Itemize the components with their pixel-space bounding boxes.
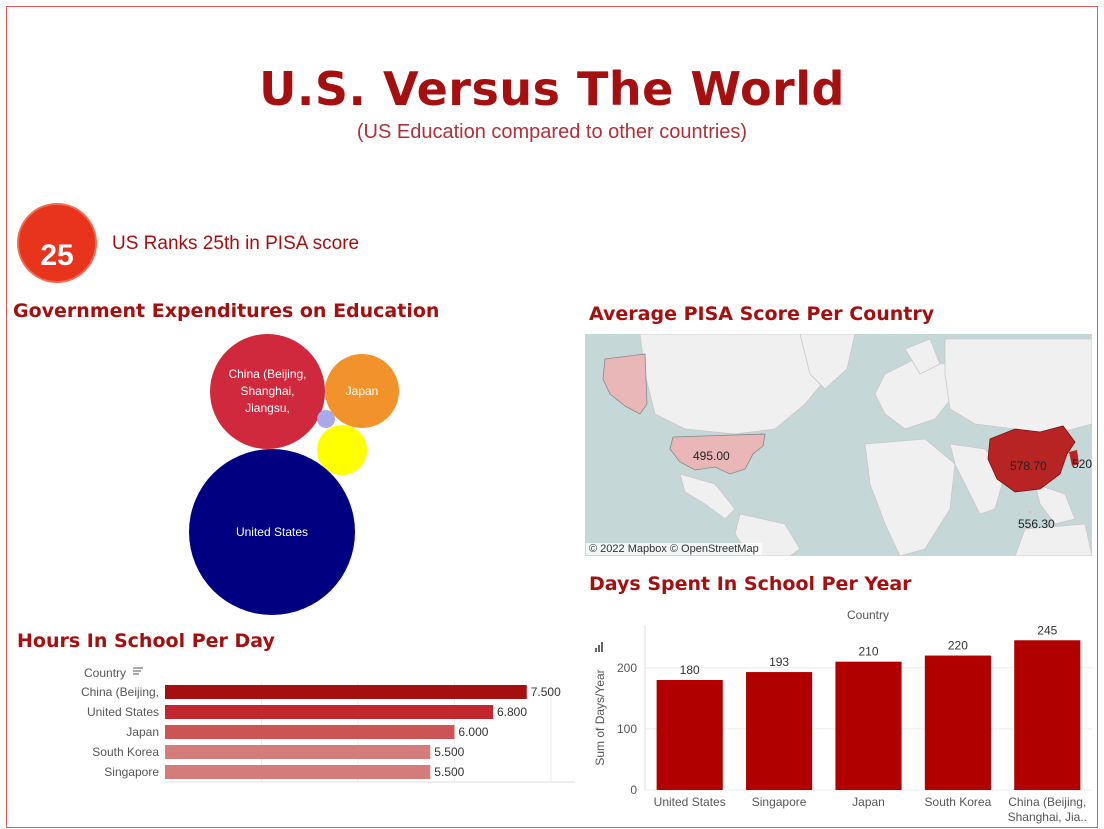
days-bar[interactable]	[1014, 640, 1081, 790]
dashboard-frame	[6, 6, 1098, 828]
hours-title: Hours In School Per Day	[17, 630, 275, 652]
days-category-label: Japan	[852, 795, 885, 809]
bubble-small-lavender[interactable]	[317, 410, 335, 428]
days-value-label: 245	[1037, 623, 1057, 637]
hours-category-label: United States	[87, 705, 159, 719]
hours-value-label: 5.500	[434, 745, 464, 759]
days-bar[interactable]	[924, 655, 991, 790]
days-bar-chart: Country 0 100 200 Sum of Days/Year 180 Unite…	[593, 608, 1092, 824]
hours-value-label: 7.500	[531, 685, 561, 699]
days-ytick-label: 200	[617, 661, 637, 675]
world-map-graphic	[602, 334, 1092, 556]
days-category-label: China (Beijing,	[1008, 795, 1086, 809]
days-bar[interactable]	[656, 680, 723, 790]
pisa-map[interactable]: 495.00 578.70 520 556.30 © 2022 Mapbox ©…	[585, 334, 1092, 556]
days-category-label-cont: Shanghai, Jia..	[1008, 810, 1087, 824]
hours-category-label: South Korea	[92, 745, 159, 759]
hours-category-label: Japan	[126, 725, 159, 739]
days-bar[interactable]	[835, 661, 902, 790]
days-value-label: 220	[948, 639, 968, 653]
days-sort-icon[interactable]	[595, 642, 603, 652]
dashboard-subtitle: (US Education compared to other countrie…	[356, 121, 748, 143]
days-value-label: 180	[680, 663, 700, 677]
bubble-japan[interactable]: Japan	[325, 354, 399, 428]
bubble-united-states[interactable]: United States	[189, 449, 355, 615]
days-category-label: Singapore	[752, 795, 807, 809]
map-attribution[interactable]: © 2022 Mapbox © OpenStreetMap	[586, 543, 762, 555]
days-ytick-label: 0	[630, 783, 637, 797]
map-label-korea: 520	[1072, 457, 1092, 471]
hours-bar[interactable]	[165, 765, 431, 779]
map-label-china: 578.70	[1010, 459, 1047, 473]
hours-value-label: 6.000	[458, 725, 488, 739]
bubble-china[interactable]: China (Beijing, Shanghai, Jiangsu,	[210, 334, 325, 449]
days-category-label: South Korea	[925, 795, 992, 809]
hours-bar[interactable]	[165, 745, 431, 759]
pisa-map-title: Average PISA Score Per Country	[589, 303, 935, 325]
days-value-label: 210	[858, 645, 878, 659]
sort-icon[interactable]	[133, 667, 143, 675]
days-ytick-label: 100	[617, 722, 637, 736]
days-y-axis-title: Sum of Days/Year	[593, 669, 607, 765]
hours-bar[interactable]	[165, 685, 527, 699]
hours-bar-chart: Country China (Beijing, 7.500 United State…	[81, 666, 575, 783]
days-value-label: 193	[769, 655, 789, 669]
days-title: Days Spent In School Per Year	[589, 573, 912, 595]
bubble-japan-label: Japan	[345, 383, 379, 398]
days-axis-title: Country	[847, 608, 889, 622]
rank-text: US Ranks 25th in PISA score	[112, 233, 360, 254]
map-label-usa: 495.00	[693, 449, 730, 463]
bubble-china-label: China (Beijing, Shanghai, Jiangsu,	[228, 367, 307, 415]
hours-value-label: 6.800	[497, 705, 527, 719]
hours-value-label: 5.500	[434, 765, 464, 779]
hours-category-label: China (Beijing,	[81, 685, 159, 699]
expenditures-title: Government Expenditures on Education	[13, 300, 440, 322]
dashboard-title: U.S. Versus The World	[259, 62, 845, 116]
bubble-yellow[interactable]	[317, 425, 367, 475]
map-label-singapore: 556.30	[1018, 517, 1055, 531]
rank-badge: 25	[17, 203, 97, 283]
hours-axis-title: Country	[84, 666, 126, 680]
hours-category-label: Singapore	[104, 765, 159, 779]
hours-bar[interactable]	[165, 705, 493, 719]
days-category-label: United States	[654, 795, 726, 809]
days-bar[interactable]	[746, 672, 813, 790]
rank-number: 25	[40, 239, 74, 272]
hours-bar[interactable]	[165, 725, 455, 739]
bubble-us-label: United States	[235, 524, 309, 539]
